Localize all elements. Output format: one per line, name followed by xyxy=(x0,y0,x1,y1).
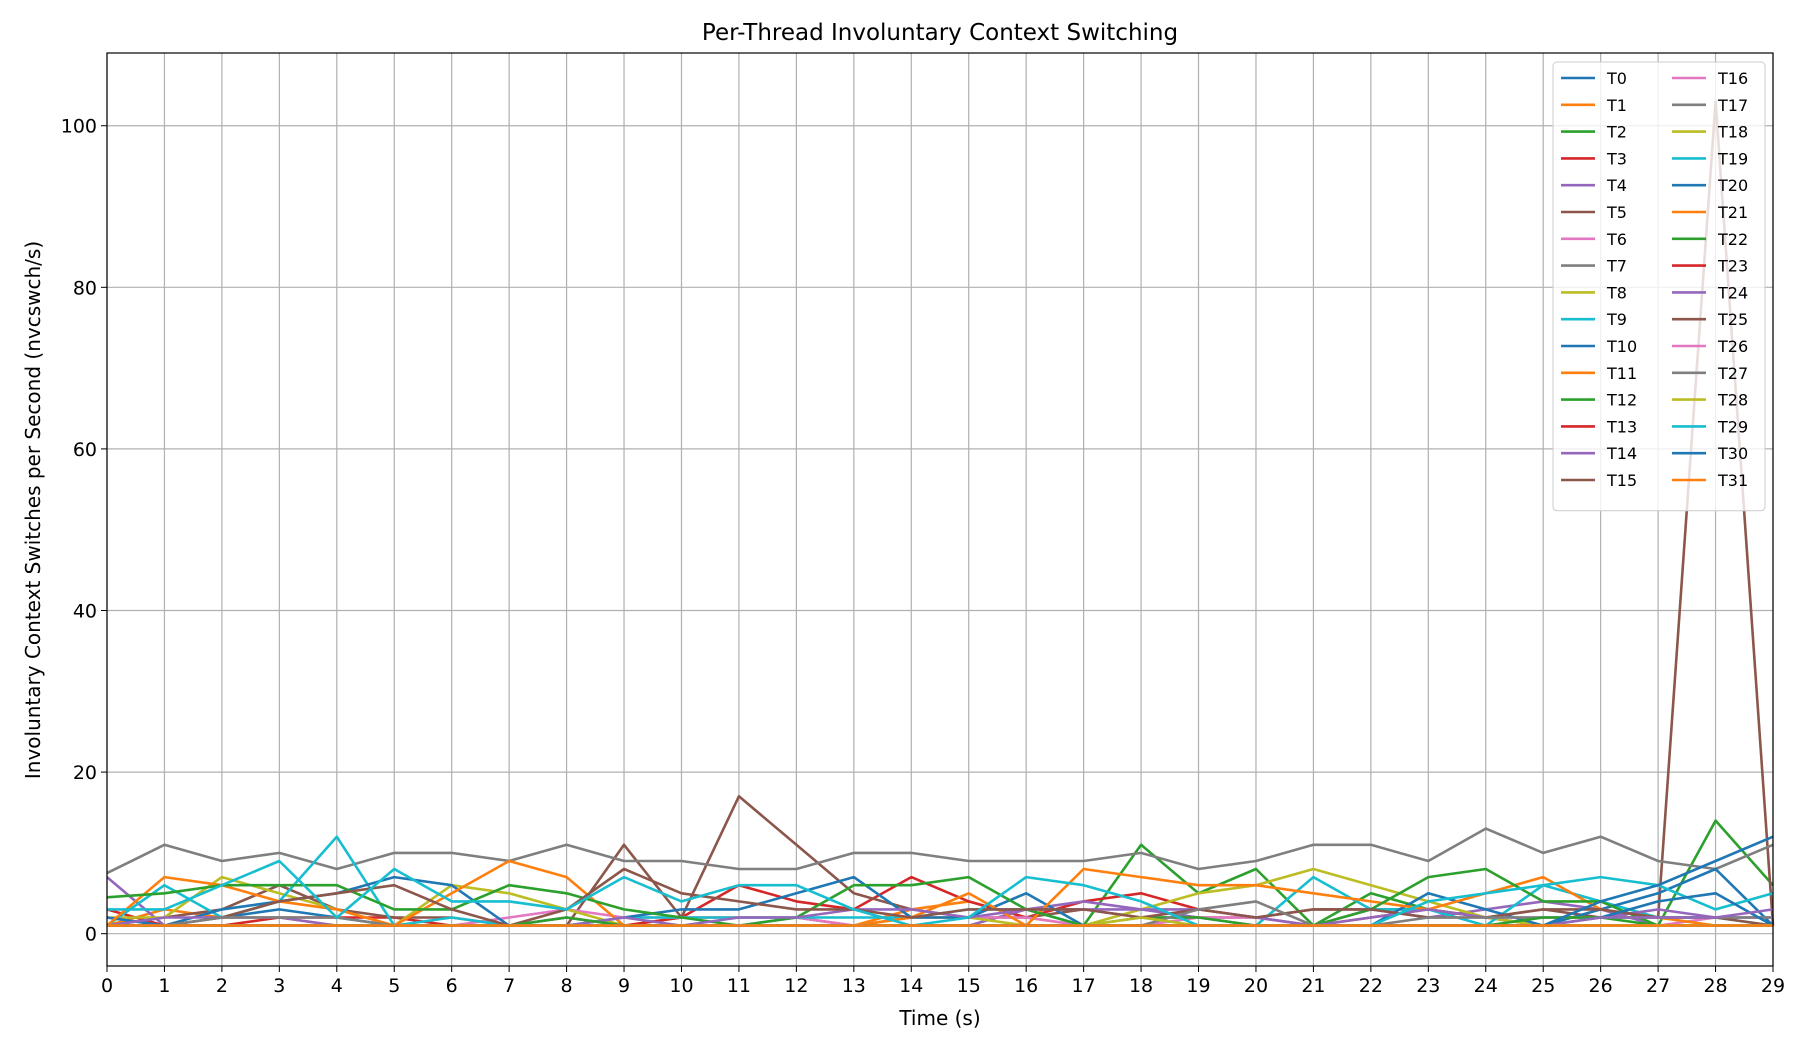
legend-label: T7 xyxy=(1606,257,1627,276)
series-line-t11 xyxy=(106,859,1773,927)
legend-label: T21 xyxy=(1717,203,1748,222)
x-tick-label: 7 xyxy=(503,975,515,997)
legend-label: T20 xyxy=(1717,176,1748,195)
legend-label: T17 xyxy=(1717,96,1748,115)
x-tick-label: 19 xyxy=(1186,975,1210,997)
legend: T0 T1 T2 T3 T4 T5 T6 T7 T8 T9 T10 T11 T12 T13 T14 T15 T1… xyxy=(1552,61,1766,512)
y-tick-label: 40 xyxy=(73,600,97,622)
x-tick-label: 9 xyxy=(618,975,630,997)
legend-label: T18 xyxy=(1717,123,1748,142)
x-tick-label: 2 xyxy=(216,975,228,997)
x-tick-label: 21 xyxy=(1301,975,1325,997)
series-line-t15 xyxy=(107,867,1774,927)
legend-label: T3 xyxy=(1606,149,1627,168)
y-tick-label: 100 xyxy=(61,116,97,138)
legend-label: T30 xyxy=(1717,444,1748,463)
legend-label: T23 xyxy=(1717,257,1748,276)
legend-label: T24 xyxy=(1717,283,1748,302)
y-axis-label: Involuntary Context Switches per Second … xyxy=(21,241,45,779)
series-line-t10 xyxy=(106,867,1774,927)
x-tick-label: 18 xyxy=(1129,975,1153,997)
legend-label: T5 xyxy=(1606,203,1627,222)
y-tick-label: 20 xyxy=(73,762,97,784)
legend-label: T25 xyxy=(1717,310,1748,329)
legend-label: T26 xyxy=(1717,337,1748,356)
legend-label: T14 xyxy=(1606,444,1637,463)
x-tick-label: 28 xyxy=(1703,975,1727,997)
x-tick-label: 1 xyxy=(158,975,170,997)
series-line-t19 xyxy=(107,859,1774,927)
x-tick-label: 25 xyxy=(1531,975,1555,997)
x-tick-label: 29 xyxy=(1761,975,1785,997)
x-tick-label: 23 xyxy=(1416,975,1440,997)
legend-label: T6 xyxy=(1606,230,1627,249)
series-line-t7 xyxy=(106,827,1774,875)
y-tick-label: 0 xyxy=(85,924,97,946)
legend-label: T16 xyxy=(1717,69,1748,88)
x-axis-label: Time (s) xyxy=(898,1006,980,1030)
x-tick-label: 11 xyxy=(727,975,751,997)
x-tick-label: 12 xyxy=(784,975,808,997)
x-tick-label: 3 xyxy=(273,975,285,997)
x-tick-label: 24 xyxy=(1474,975,1498,997)
series-line-t2 xyxy=(107,819,1774,927)
legend-label: T13 xyxy=(1606,417,1637,436)
grid xyxy=(106,53,1774,966)
y-tick-label: 60 xyxy=(73,439,97,461)
series-line-t12 xyxy=(106,867,1773,927)
x-tick-label: 6 xyxy=(446,975,458,997)
x-tick-label: 8 xyxy=(561,975,573,997)
legend-label: T19 xyxy=(1717,149,1748,168)
legend-label: T28 xyxy=(1717,391,1748,410)
x-tick-label: 4 xyxy=(331,975,343,997)
legend-label: T4 xyxy=(1606,176,1627,195)
x-tick-label: 22 xyxy=(1359,975,1383,997)
series-lines xyxy=(106,100,1775,927)
legend-label: T8 xyxy=(1606,283,1627,302)
x-tick-label: 14 xyxy=(899,975,923,997)
legend-label: T29 xyxy=(1717,417,1748,436)
legend-label: T22 xyxy=(1717,230,1748,249)
legend-label: T0 xyxy=(1606,69,1627,88)
x-tick-label: 5 xyxy=(388,975,400,997)
legend-label: T31 xyxy=(1717,471,1748,490)
x-tick-label: 16 xyxy=(1014,975,1038,997)
y-tick-label: 80 xyxy=(73,277,97,299)
legend-label: T9 xyxy=(1606,310,1627,329)
chart-title: Per-Thread Involuntary Context Switching xyxy=(702,20,1178,46)
legend-label: T2 xyxy=(1606,123,1627,142)
series-line-t5 xyxy=(106,100,1775,927)
y-axis-ticks: 0 20 40 60 80 100 xyxy=(61,116,107,946)
legend-label: T12 xyxy=(1606,391,1637,410)
plot-frame xyxy=(106,52,1774,967)
x-tick-label: 27 xyxy=(1646,975,1670,997)
legend-label: T11 xyxy=(1606,364,1637,383)
x-axis-ticks: 0 1 2 3 4 5 6 7 8 9 10 11 12 13 14 15 16 17 18 19 20 21 22 23 24… xyxy=(101,966,1785,997)
legend-label: T1 xyxy=(1606,96,1627,115)
x-tick-label: 26 xyxy=(1589,975,1613,997)
x-tick-label: 13 xyxy=(842,975,866,997)
legend-box xyxy=(1552,61,1766,512)
x-tick-label: 17 xyxy=(1072,975,1096,997)
legend-label: T10 xyxy=(1606,337,1637,356)
legend-label: T15 xyxy=(1606,471,1637,490)
x-tick-label: 15 xyxy=(957,975,981,997)
x-tick-label: 0 xyxy=(101,975,113,997)
x-tick-label: 10 xyxy=(669,975,693,997)
x-tick-label: 20 xyxy=(1244,975,1268,997)
legend-label: T27 xyxy=(1717,364,1748,383)
